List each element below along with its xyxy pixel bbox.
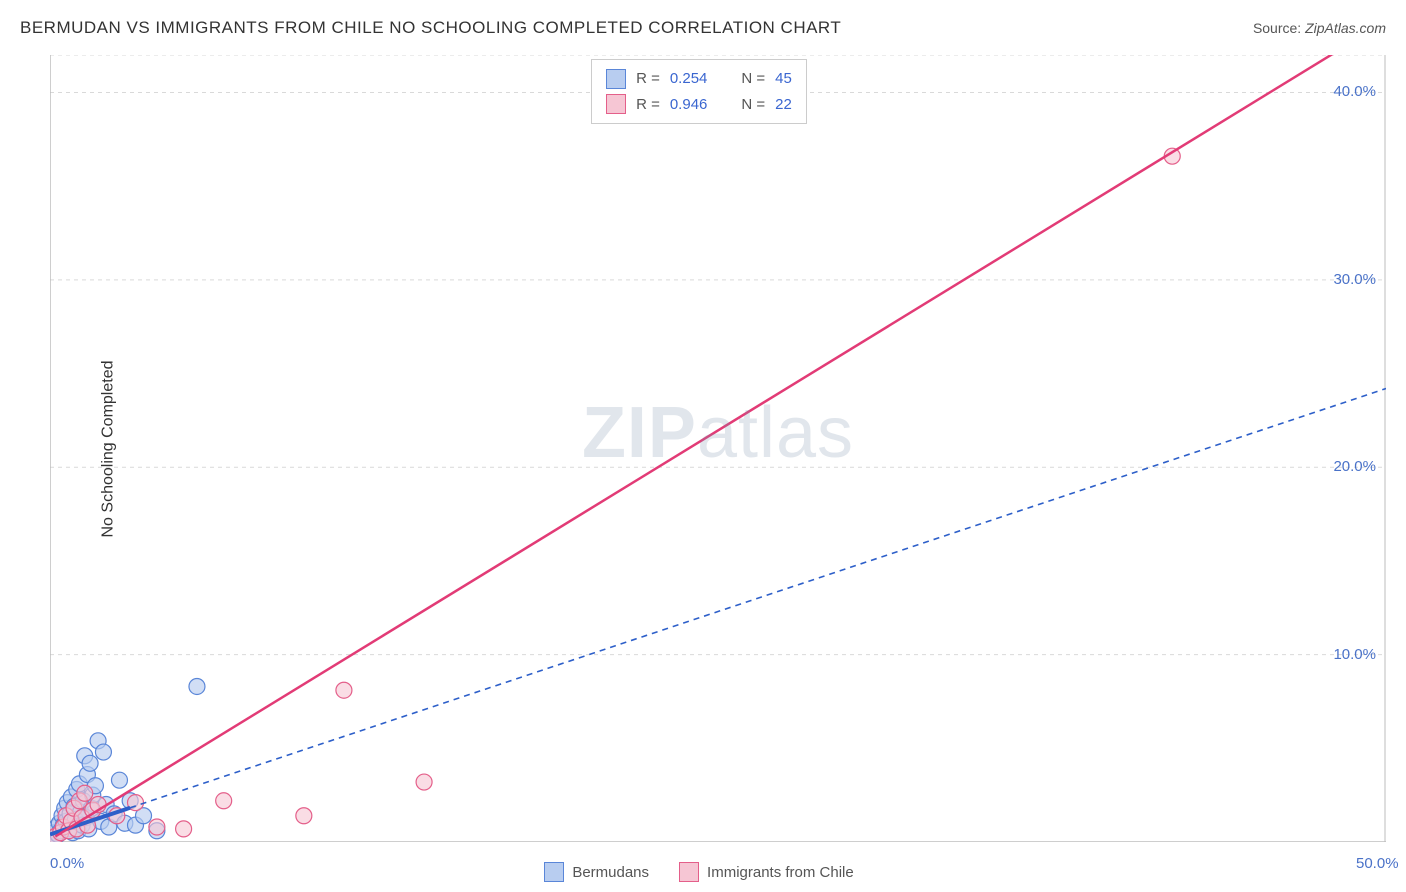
y-tick-label: 20.0%: [1333, 458, 1376, 475]
r-value: 0.946: [670, 92, 708, 118]
correlation-legend-row: R = 0.254 N = 45: [606, 66, 792, 92]
legend-swatch: [679, 862, 699, 882]
n-value: 22: [775, 92, 792, 118]
scatter-plot: [50, 55, 1386, 842]
r-label: R =: [636, 66, 660, 92]
legend-swatch: [544, 862, 564, 882]
y-tick-label: 30.0%: [1333, 271, 1376, 288]
series-legend-label: Immigrants from Chile: [707, 864, 854, 881]
y-tick-label: 10.0%: [1333, 646, 1376, 663]
x-tick-label: 50.0%: [1356, 855, 1399, 872]
legend-swatch: [606, 69, 626, 89]
source-value: ZipAtlas.com: [1305, 20, 1386, 36]
r-value: 0.254: [670, 66, 708, 92]
series-legend-item: Bermudans: [544, 862, 649, 882]
source-label: Source:: [1253, 20, 1305, 36]
chart-header: BERMUDAN VS IMMIGRANTS FROM CHILE NO SCH…: [20, 18, 1386, 38]
n-label: N =: [741, 92, 765, 118]
chart-area: No Schooling Completed ZIPatlas R =0.254…: [50, 55, 1386, 842]
series-legend: Bermudans Immigrants from Chile: [544, 862, 853, 882]
r-label: R =: [636, 92, 660, 118]
x-tick-label: 0.0%: [50, 855, 84, 872]
y-tick-label: 40.0%: [1333, 83, 1376, 100]
series-legend-item: Immigrants from Chile: [679, 862, 854, 882]
legend-swatch: [606, 94, 626, 114]
correlation-legend-row: R = 0.946 N = 22: [606, 92, 792, 118]
correlation-legend: R = 0.254 N = 45 R = 0.946 N = 22: [591, 59, 807, 124]
n-label: N =: [741, 66, 765, 92]
series-legend-label: Bermudans: [572, 864, 649, 881]
n-value: 45: [775, 66, 792, 92]
chart-title: BERMUDAN VS IMMIGRANTS FROM CHILE NO SCH…: [20, 18, 841, 38]
chart-source: Source: ZipAtlas.com: [1253, 20, 1386, 36]
